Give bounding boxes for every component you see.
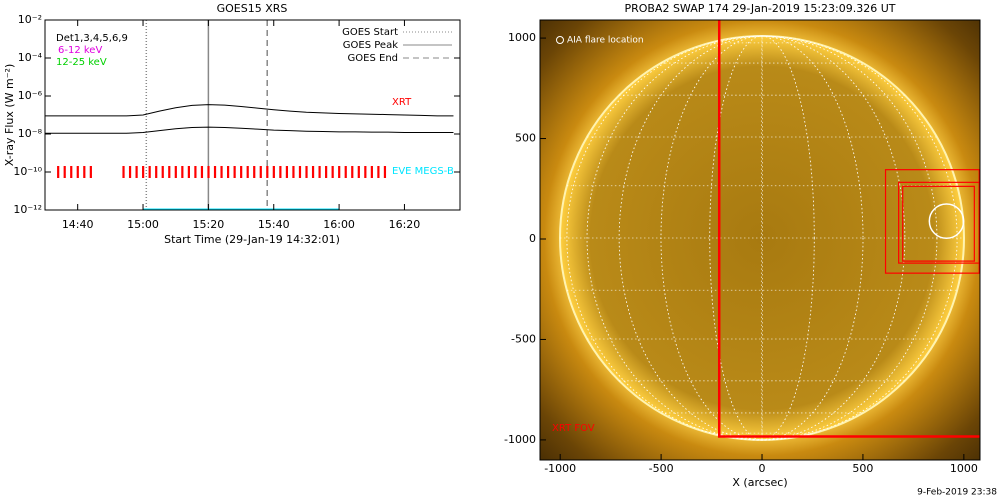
legend-label: AIA flare location [567,36,644,46]
plot-area [45,20,454,210]
y-tick-label: -1000 [504,433,536,446]
x-tick-label: 1000 [950,462,978,475]
plot-frame [539,19,981,461]
xrt-tick [70,166,73,178]
xrt-tick [344,166,347,178]
xrt-tick [311,166,315,178]
xrt-tick [351,166,354,178]
y-tick-label: 10⁻¹² [13,203,42,216]
annotation: Det1,3,4,5,6,9 [56,33,128,44]
legend-label: GOES Peak [343,40,398,51]
xrt-tick [325,166,328,178]
xrt-tick [161,166,164,178]
xrt-tick [338,166,341,178]
y-axis-label: X-ray Flux (W m⁻²) [3,64,16,166]
xrt-tick [122,166,125,178]
xrt-tick [298,166,302,178]
xrt-tick [200,166,204,178]
xrt-tick [253,166,256,178]
xrt-tick [128,166,132,178]
box-label: XRT FOV [552,423,595,434]
xrt-tick [174,166,177,178]
xrt-tick [318,166,321,178]
xrt-tick [266,166,269,178]
footer: 9-Feb-2019 23:38 [917,488,997,498]
x-tick-label: 14:40 [62,218,94,231]
xrt-tick [155,166,158,178]
left-title: GOES15 XRS [217,2,288,15]
xrt-tick [194,166,197,178]
xrt-tick [305,166,308,178]
y-tick-label: 10⁻¹⁰ [13,165,42,178]
annotation: XRT [392,97,412,108]
xrt-tick [233,166,236,178]
xrt-tick [364,166,367,178]
x-tick-label: 15:40 [258,218,290,231]
y-tick-label: 10⁻⁸ [18,127,43,140]
xrt-tick [63,166,66,178]
xrt-tick [246,166,249,178]
legend-symbol [556,36,564,44]
x-tick-label: -1000 [544,462,576,475]
annotation: EVE MEGS-B [392,166,454,177]
y-tick-label: 10⁻⁶ [18,89,43,102]
x-tick-label: 16:20 [389,218,421,231]
xrt-tick [135,166,138,178]
xrt-tick [57,166,60,178]
xrt-tick [168,166,171,178]
y-tick-label: 10⁻⁴ [18,51,43,64]
x-tick-label: 15:00 [127,218,159,231]
xrt-tick [279,166,282,178]
sun-image [540,20,980,460]
xrt-tick [370,166,373,178]
xrt-tick [226,166,230,178]
xrt-tick [292,166,295,178]
x-axis-label: X (arcsec) [732,476,787,489]
xrt-tick [377,166,380,178]
y-tick-label: 10⁻² [18,13,42,26]
xrt-tick [220,166,223,178]
xrt-tick [331,166,334,178]
y-tick-label: 500 [515,132,536,145]
x-tick-label: 0 [759,462,766,475]
xrt-tick [240,166,243,178]
flare-marker [928,203,965,240]
x-tick-label: 15:20 [193,218,225,231]
x-tick-label: 500 [852,462,873,475]
plot-frame [44,19,461,211]
right-title: PROBA2 SWAP 174 29-Jan-2019 15:23:09.326… [624,2,895,15]
fov-box [898,181,980,264]
xrt-tick [207,166,210,178]
xrt-tick [89,166,92,178]
annotation: 6-12 keV [58,45,102,56]
xrt-tick [83,166,86,178]
series-line [45,104,454,117]
xrt-tick [148,166,151,178]
series-line [45,126,454,134]
fov-box [902,185,975,262]
xrt-tick [213,166,217,178]
legend-label: GOES Start [342,27,398,38]
xrt-tick [357,166,360,178]
xrt-tick [181,166,184,178]
xrt-tick [383,166,387,178]
xrt-tick [142,166,145,178]
xrt-tick [259,166,262,178]
y-tick-label: 0 [529,232,536,245]
xrt-tick [187,166,190,178]
xrt-tick [285,166,289,178]
y-tick-label: -500 [511,332,536,345]
x-tick-label: -500 [649,462,674,475]
xrt-tick [76,166,79,178]
y-tick-label: 1000 [508,31,536,44]
fov-box [717,20,980,438]
x-axis-label: Start Time (29-Jan-19 14:32:01) [164,233,340,246]
overlays [717,20,980,438]
x-tick-label: 16:00 [323,218,355,231]
xrt-tick [272,166,275,178]
legend-label: GOES End [348,53,398,64]
annotation: 12-25 keV [56,57,107,68]
